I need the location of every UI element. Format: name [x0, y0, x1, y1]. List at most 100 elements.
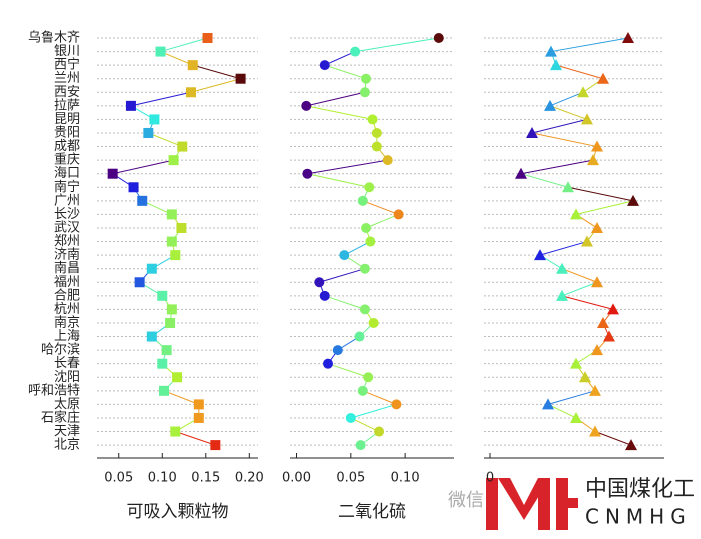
marker — [577, 86, 589, 98]
connector — [362, 390, 397, 405]
marker — [165, 317, 176, 328]
y-tick-label: 拉萨 — [54, 98, 80, 113]
connector — [324, 295, 366, 310]
marker — [591, 344, 603, 356]
marker — [361, 73, 372, 84]
marker — [193, 412, 204, 423]
y-tick-label: 南宁 — [54, 179, 80, 195]
connector — [324, 51, 356, 66]
marker — [603, 330, 615, 342]
marker — [107, 168, 118, 179]
marker — [354, 331, 365, 342]
marker — [570, 357, 582, 369]
marker — [570, 208, 582, 220]
y-tick-label: 广州 — [54, 193, 80, 208]
marker — [185, 87, 196, 98]
marker — [545, 45, 557, 57]
marker — [345, 412, 356, 423]
marker — [597, 72, 609, 84]
marker — [202, 33, 213, 43]
marker — [433, 33, 444, 43]
connector — [112, 159, 174, 175]
marker — [364, 182, 375, 193]
connector — [327, 363, 369, 378]
marker — [542, 398, 554, 410]
marker — [556, 289, 568, 301]
logo — [486, 478, 578, 530]
marker — [170, 250, 181, 261]
connector — [350, 417, 380, 432]
connector — [520, 159, 594, 175]
y-tick-label: 杭州 — [54, 302, 80, 317]
marker — [125, 100, 136, 111]
marker — [146, 331, 157, 342]
marker — [319, 60, 330, 71]
marker — [526, 126, 538, 138]
connector — [567, 186, 634, 202]
marker — [534, 249, 546, 261]
x-tick-label: 0.10 — [391, 471, 420, 486]
marker — [210, 440, 221, 451]
y-tick-label: 长春 — [54, 356, 80, 371]
marker — [146, 263, 157, 274]
marker — [323, 358, 334, 369]
brand-en: CNMHG — [585, 505, 692, 529]
y-tick-label: 福州 — [54, 275, 80, 290]
connector — [160, 37, 208, 53]
marker — [581, 235, 593, 247]
connector — [561, 281, 598, 297]
connector — [549, 91, 584, 107]
marker — [157, 358, 168, 369]
y-tick-label: 重庆 — [54, 152, 80, 168]
y-tick-label: 南京 — [54, 314, 80, 330]
marker — [589, 384, 601, 396]
connector — [547, 390, 596, 405]
marker — [166, 304, 177, 315]
marker — [187, 60, 198, 71]
connector — [531, 132, 598, 148]
connector — [163, 390, 200, 405]
connector — [130, 91, 192, 107]
marker — [591, 276, 603, 288]
y-tick-label: 西安 — [54, 85, 80, 100]
y-tick-label: 合肥 — [54, 288, 80, 303]
marker — [166, 209, 177, 220]
x-tick-label: 0 — [486, 471, 494, 486]
marker — [365, 236, 376, 247]
marker — [607, 303, 619, 315]
marker — [597, 316, 609, 328]
marker — [143, 127, 154, 138]
marker — [339, 250, 350, 261]
connector — [547, 403, 577, 419]
connector — [307, 159, 388, 175]
marker — [363, 372, 374, 383]
connector — [319, 268, 366, 283]
x-tick-label: 0.15 — [191, 471, 220, 486]
x-tick-label: 0.10 — [148, 471, 177, 486]
connector — [549, 105, 588, 120]
connector — [307, 173, 370, 188]
y-tick-label: 石家庄 — [41, 409, 80, 425]
connector — [362, 200, 399, 215]
connector — [355, 37, 439, 53]
marker — [357, 195, 368, 206]
marker — [589, 425, 601, 437]
marker — [371, 127, 382, 138]
marker — [161, 345, 172, 356]
y-tick-label: 兰州 — [54, 71, 80, 86]
y-tick-label: 西宁 — [54, 57, 80, 73]
y-tick-label: 南昌 — [54, 260, 80, 276]
marker — [393, 209, 404, 220]
connector — [175, 431, 216, 446]
marker — [515, 167, 527, 179]
connector — [561, 268, 598, 283]
marker — [350, 46, 361, 57]
marker — [302, 168, 313, 179]
marker — [556, 262, 568, 274]
marker — [301, 100, 312, 111]
connector — [306, 105, 373, 120]
marker — [581, 113, 593, 125]
marker — [134, 277, 145, 288]
marker — [177, 141, 188, 152]
